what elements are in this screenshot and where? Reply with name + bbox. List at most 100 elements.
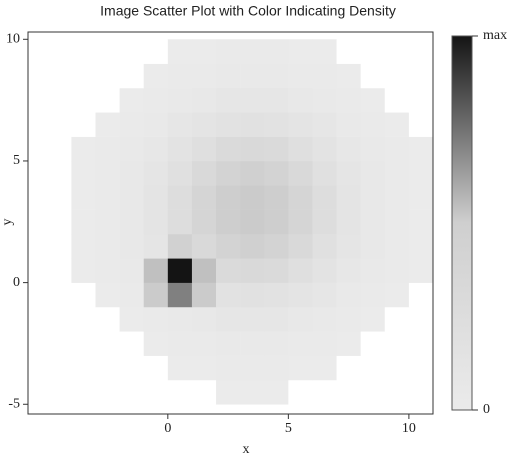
density-cell [119,331,145,356]
density-cell [191,233,217,259]
y-tick-label: 5 [13,153,20,168]
density-cell [216,209,241,235]
density-cell [143,136,169,162]
density-cell [312,282,337,308]
x-tick-label: 5 [285,421,292,436]
density-cell [71,258,96,283]
density-cell [336,282,361,308]
density-cell [216,112,241,137]
density-cell [143,282,169,308]
density-cell [264,209,289,235]
colorbar [451,35,473,411]
density-cell [288,209,313,235]
density-cell [384,136,410,162]
density-cell [360,355,386,381]
density-cell [312,112,337,137]
density-cell [360,112,386,137]
density-cell [336,87,361,113]
density-cell [408,355,434,381]
density-cell [264,306,289,332]
density-cell [71,331,96,356]
density-cell [143,258,169,283]
density-cell [240,112,265,137]
density-cell [384,112,410,137]
y-axis-label: y [0,219,15,226]
density-cell [408,63,434,89]
density-cell [360,233,386,259]
density-cell [336,185,361,210]
density-cell [95,331,120,356]
density-cell [408,136,434,162]
density-cell [216,282,241,308]
density-cell [360,258,386,283]
density-cell [143,306,169,332]
density-cell [264,87,289,113]
density-cell [95,39,120,64]
density-cell [240,379,265,405]
density-cell [119,185,145,210]
density-cell [143,233,169,259]
density-cell [95,355,120,381]
density-cell [336,233,361,259]
density-cell [288,39,313,64]
density-cell [408,87,434,113]
density-cell [312,87,337,113]
density-cell [71,306,96,332]
density-cell [312,306,337,332]
density-cell [312,258,337,283]
density-cell [119,233,145,259]
density-cell [408,258,434,283]
density-cell [240,331,265,356]
density-cell [336,136,361,162]
density-cell [143,87,169,113]
density-cell [167,39,193,64]
colorbar-tick-label: max [483,28,507,43]
density-cell [264,355,289,381]
density-cell [336,258,361,283]
density-cell [336,39,361,64]
density-cell [143,39,169,64]
density-cell [312,209,337,235]
density-cell [216,379,241,405]
density-cell [95,87,120,113]
density-cell [240,160,265,186]
density-cell [119,112,145,137]
density-cell [95,258,120,283]
density-cell [191,87,217,113]
density-cell [264,39,289,64]
density-cell [384,87,410,113]
density-cell [191,209,217,235]
density-cell [384,306,410,332]
density-cell [288,306,313,332]
density-cell [71,87,96,113]
density-cell [264,136,289,162]
density-cell [384,331,410,356]
density-cell [191,331,217,356]
density-cell [336,331,361,356]
density-cell [119,282,145,308]
density-cell [191,63,217,89]
density-cell [95,160,120,186]
density-cell [71,136,96,162]
density-cell [288,282,313,308]
x-tick-label: 0 [164,421,171,436]
density-cell [119,160,145,186]
density-cell [191,282,217,308]
density-cell [191,258,217,283]
density-cell [288,160,313,186]
density-cell [167,209,193,235]
density-cell [71,112,96,137]
density-cell [360,282,386,308]
density-cell [336,379,361,405]
plot-frame [27,31,434,415]
density-cell [191,306,217,332]
density-cell [264,379,289,405]
density-cell [119,306,145,332]
density-cell [360,185,386,210]
density-cell [384,258,410,283]
density-cell [408,379,434,405]
density-cell [384,63,410,89]
density-cell [312,39,337,64]
density-cell [312,185,337,210]
